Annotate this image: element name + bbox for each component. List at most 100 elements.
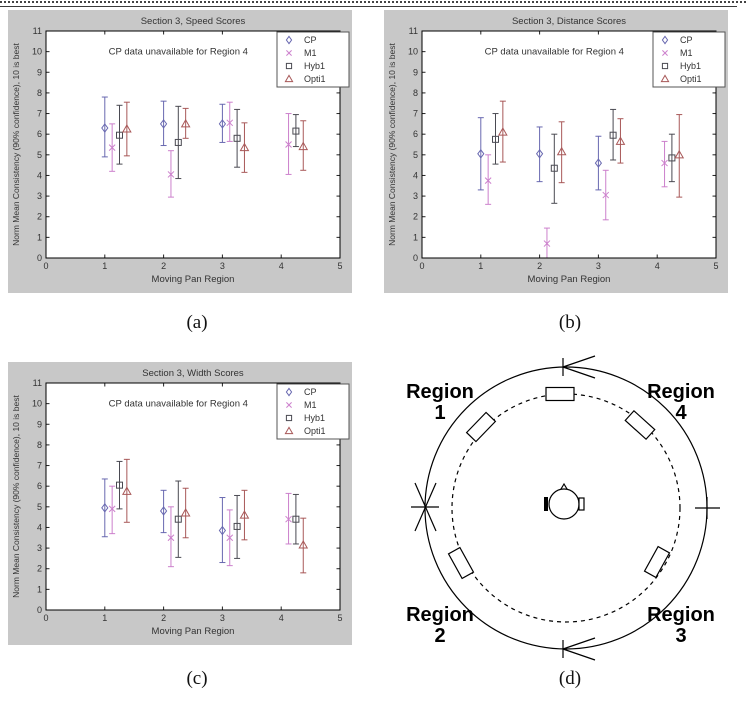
caption-b: (b)	[558, 312, 582, 333]
chart-title: Section 3, Speed Scores	[141, 16, 246, 27]
x-axis-label: Moving Pan Region	[528, 274, 611, 285]
svg-text:4: 4	[279, 613, 284, 623]
legend-marker-Hyb1	[285, 414, 293, 422]
svg-text:3: 3	[220, 613, 225, 623]
legend-label-M1: M1	[304, 48, 317, 58]
svg-text:9: 9	[37, 419, 42, 429]
svg-text:11: 11	[33, 26, 42, 36]
legend-label-M1: M1	[680, 48, 693, 58]
axes-frame	[421, 30, 717, 259]
legend-marker-CP	[661, 35, 669, 45]
svg-text:9: 9	[413, 67, 418, 77]
region-3-label: Region	[647, 604, 715, 626]
svg-text:6: 6	[37, 129, 42, 139]
svg-text:10: 10	[32, 399, 42, 409]
svg-text:8: 8	[37, 88, 42, 98]
svg-text:0: 0	[37, 605, 42, 615]
caption-c: (c)	[186, 668, 208, 689]
series-M1	[484, 140, 668, 258]
legend-marker-M1	[286, 402, 292, 408]
svg-text:10: 10	[408, 47, 418, 57]
legend-label-Opti1: Opti1	[304, 74, 326, 84]
svg-text:2: 2	[37, 564, 42, 574]
axes-frame	[45, 30, 341, 259]
legend-label-Hyb1: Hyb1	[304, 413, 325, 423]
page-top-solid-border	[0, 6, 737, 7]
chart-annotation: CP data unavailable for Region 4	[109, 399, 248, 410]
page-top-dotted-border	[0, 1, 746, 3]
chart-b-svg: 0 1 2 3 4 5 0 1 2 3 4 5 6 7 8 9 10 11 Section 3, Distance …	[387, 16, 726, 285]
series-CP	[101, 96, 227, 158]
svg-text:1: 1	[478, 261, 483, 271]
svg-text:5: 5	[37, 150, 42, 160]
svg-text:8: 8	[37, 440, 42, 450]
y-axis-label: Norm Mean Consistency (90% confidence), …	[11, 43, 21, 246]
region-2-label: Region	[406, 604, 474, 626]
svg-text:7: 7	[413, 109, 418, 119]
legend-marker-Opti1	[284, 426, 294, 435]
svg-text:0: 0	[419, 261, 424, 271]
listener-right-ear	[578, 497, 585, 511]
chart-annotation: CP data unavailable for Region 4	[109, 47, 248, 58]
series-CP	[477, 117, 603, 191]
svg-text:3: 3	[37, 191, 42, 201]
x-axis-label: Moving Pan Region	[152, 626, 235, 637]
axes-frame	[45, 382, 341, 611]
region-2-number: 2	[434, 625, 445, 647]
svg-text:5: 5	[337, 613, 342, 623]
series-Hyb1	[116, 104, 300, 180]
x-axis-label: Moving Pan Region	[152, 274, 235, 285]
speaker-front-left-icon	[465, 411, 497, 443]
axis-text: 0 1 2 3 4 5 0 1 2 3 4 5 6 7 8 9 10 11 Section 3, Speed Sco…	[11, 16, 343, 285]
legend-label-Opti1: Opti1	[680, 74, 702, 84]
svg-text:1: 1	[37, 584, 42, 594]
speaker-front-right-icon	[624, 409, 656, 441]
top-boundary-arrow-icon	[562, 355, 596, 379]
legend-label-CP: CP	[680, 35, 693, 45]
legend-label-M1: M1	[304, 400, 317, 410]
chart-panel-width-scores: 0 1 2 3 4 5 0 1 2 3 4 5 6 7 8 9 10 11 Section 3, Width Sco…	[8, 362, 352, 645]
legend: CP M1 Hyb1 Opti1	[652, 31, 726, 88]
series-Opti1	[497, 100, 685, 198]
svg-text:3: 3	[220, 261, 225, 271]
legend-label-Opti1: Opti1	[304, 426, 326, 436]
legend: CP M1 Hyb1 Opti1	[276, 31, 350, 88]
svg-text:4: 4	[279, 261, 284, 271]
svg-text:10: 10	[32, 47, 42, 57]
svg-text:9: 9	[37, 67, 42, 77]
svg-text:4: 4	[37, 522, 42, 532]
svg-text:1: 1	[102, 261, 107, 271]
chart-c-svg: 0 1 2 3 4 5 0 1 2 3 4 5 6 7 8 9 10 11 Section 3, Width Sco…	[11, 368, 350, 637]
svg-text:11: 11	[409, 26, 418, 36]
svg-text:0: 0	[413, 253, 418, 263]
svg-text:2: 2	[37, 212, 42, 222]
right-boundary-cross-icon	[695, 497, 720, 519]
chart-title: Section 3, Distance Scores	[512, 16, 626, 27]
caption-a: (a)	[186, 312, 208, 333]
region-1-label: Region	[406, 381, 474, 403]
svg-text:0: 0	[43, 613, 48, 623]
legend-marker-Hyb1	[661, 62, 669, 70]
axis-text: 0 1 2 3 4 5 0 1 2 3 4 5 6 7 8 9 10 11 Section 3, Distance …	[387, 16, 719, 285]
room-layout-svg: Region 1 Region 4 Region 2 Region 3	[406, 355, 720, 661]
svg-text:7: 7	[37, 109, 42, 119]
chart-panel-distance-scores: 0 1 2 3 4 5 0 1 2 3 4 5 6 7 8 9 10 11 Section 3, Distance …	[384, 10, 728, 293]
chart-a-svg: 0 1 2 3 4 5 0 1 2 3 4 5 6 7 8 9 10 11 Section 3, Speed Sco…	[11, 16, 350, 285]
legend: CP M1 Hyb1 Opti1	[276, 383, 350, 440]
svg-text:0: 0	[43, 261, 48, 271]
svg-text:6: 6	[37, 481, 42, 491]
series-M1	[108, 485, 292, 568]
legend-label-Hyb1: Hyb1	[680, 61, 701, 71]
svg-text:1: 1	[413, 232, 418, 242]
chart-panel-speed-scores: 0 1 2 3 4 5 0 1 2 3 4 5 6 7 8 9 10 11 Section 3, Speed Sco…	[8, 10, 352, 293]
listener-skull	[548, 488, 580, 520]
svg-text:5: 5	[713, 261, 718, 271]
axis-text: 0 1 2 3 4 5 0 1 2 3 4 5 6 7 8 9 10 11 Section 3, Width Sco…	[11, 368, 343, 637]
chart-title: Section 3, Width Scores	[142, 368, 244, 379]
legend-marker-CP	[285, 387, 293, 397]
svg-text:5: 5	[413, 150, 418, 160]
svg-text:3: 3	[596, 261, 601, 271]
series-Opti1	[121, 458, 309, 574]
series-Hyb1	[492, 108, 676, 204]
